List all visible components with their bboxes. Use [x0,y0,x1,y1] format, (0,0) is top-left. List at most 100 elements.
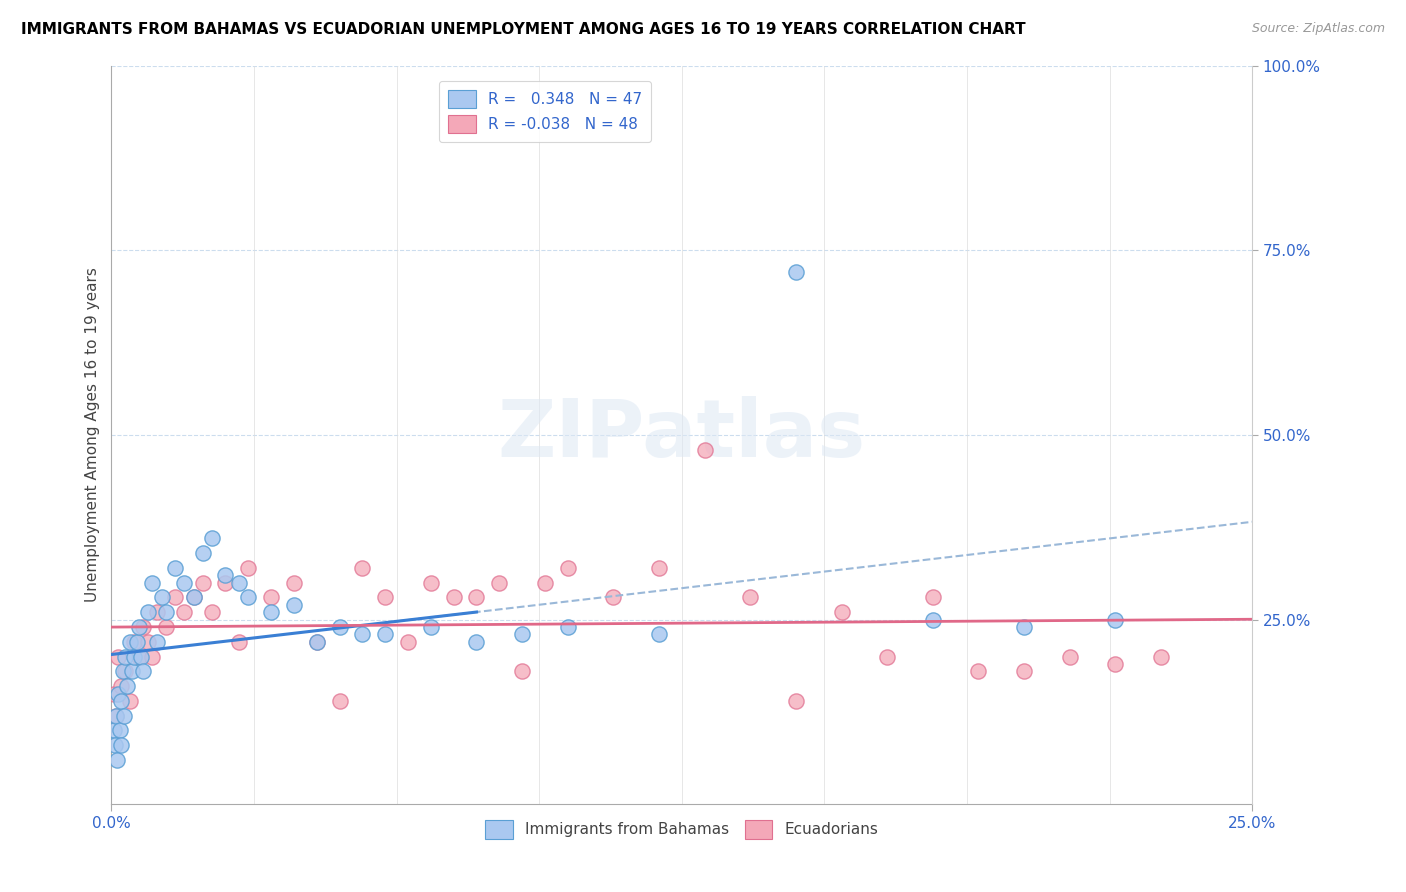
Point [283,598,305,612]
Point [183,591,205,605]
Point [165,561,187,575]
Point [921,591,943,605]
Point [110,694,132,708]
Point [136,635,159,649]
Point [352,627,374,641]
Point [146,635,169,649]
Point [118,694,141,708]
Point [111,665,134,679]
Point [329,620,352,634]
Point [1059,649,1081,664]
Point [128,649,150,664]
Point [419,620,441,634]
Point [117,679,139,693]
Point [103,723,125,738]
Point [214,575,236,590]
Point [183,591,205,605]
Point [107,686,129,700]
Point [238,561,260,575]
Point [129,649,152,664]
Point [114,665,136,679]
Point [374,591,396,605]
Point [238,591,260,605]
Point [396,635,419,649]
Point [104,738,127,752]
Point [740,591,762,605]
Point [876,649,898,664]
Point [105,753,128,767]
Point [785,694,807,708]
Point [155,605,177,619]
Point [201,605,224,619]
Point [374,627,396,641]
Point [108,723,131,738]
Point [557,561,579,575]
Point [305,635,328,649]
Point [173,575,195,590]
Point [110,679,132,693]
Point [122,649,145,664]
Point [557,620,579,634]
Point [214,568,236,582]
Point [173,605,195,619]
Point [107,649,129,664]
Point [419,575,441,590]
Point [103,686,125,700]
Y-axis label: Unemployment Among Ages 16 to 19 years: Unemployment Among Ages 16 to 19 years [86,268,100,602]
Point [648,627,671,641]
Point [141,575,163,590]
Point [967,665,990,679]
Point [191,546,214,560]
Point [112,708,135,723]
Point [488,575,510,590]
Point [146,605,169,619]
Point [132,620,155,634]
Point [831,605,853,619]
Point [1012,620,1035,634]
Point [141,649,163,664]
Point [136,605,159,619]
Point [602,591,624,605]
Point [104,708,127,723]
Point [125,635,148,649]
Point [155,620,177,634]
Point [191,575,214,590]
Point [228,635,250,649]
Point [465,635,488,649]
Point [114,649,136,664]
Point [104,708,127,723]
Point [921,613,943,627]
Point [648,561,671,575]
Point [165,591,187,605]
Point [443,591,465,605]
Point [1104,657,1126,671]
Point [118,635,141,649]
Point [534,575,557,590]
Point [260,605,283,619]
Point [305,635,328,649]
Point [201,532,224,546]
Point [465,591,488,605]
Text: IMMIGRANTS FROM BAHAMAS VS ECUADORIAN UNEMPLOYMENT AMONG AGES 16 TO 19 YEARS COR: IMMIGRANTS FROM BAHAMAS VS ECUADORIAN UN… [21,22,1026,37]
Point [228,575,250,590]
Point [329,694,352,708]
Point [128,620,150,634]
Legend: Immigrants from Bahamas, Ecuadorians: Immigrants from Bahamas, Ecuadorians [479,814,884,845]
Point [1150,649,1173,664]
Point [1104,613,1126,627]
Point [510,627,533,641]
Point [150,591,173,605]
Point [352,561,374,575]
Point [110,738,132,752]
Point [122,635,145,649]
Point [1012,665,1035,679]
Point [121,665,143,679]
Text: ZIPatlas: ZIPatlas [498,396,866,474]
Point [260,591,283,605]
Point [283,575,305,590]
Point [132,665,155,679]
Text: Source: ZipAtlas.com: Source: ZipAtlas.com [1251,22,1385,36]
Point [785,265,807,279]
Point [510,665,533,679]
Point [693,442,716,457]
